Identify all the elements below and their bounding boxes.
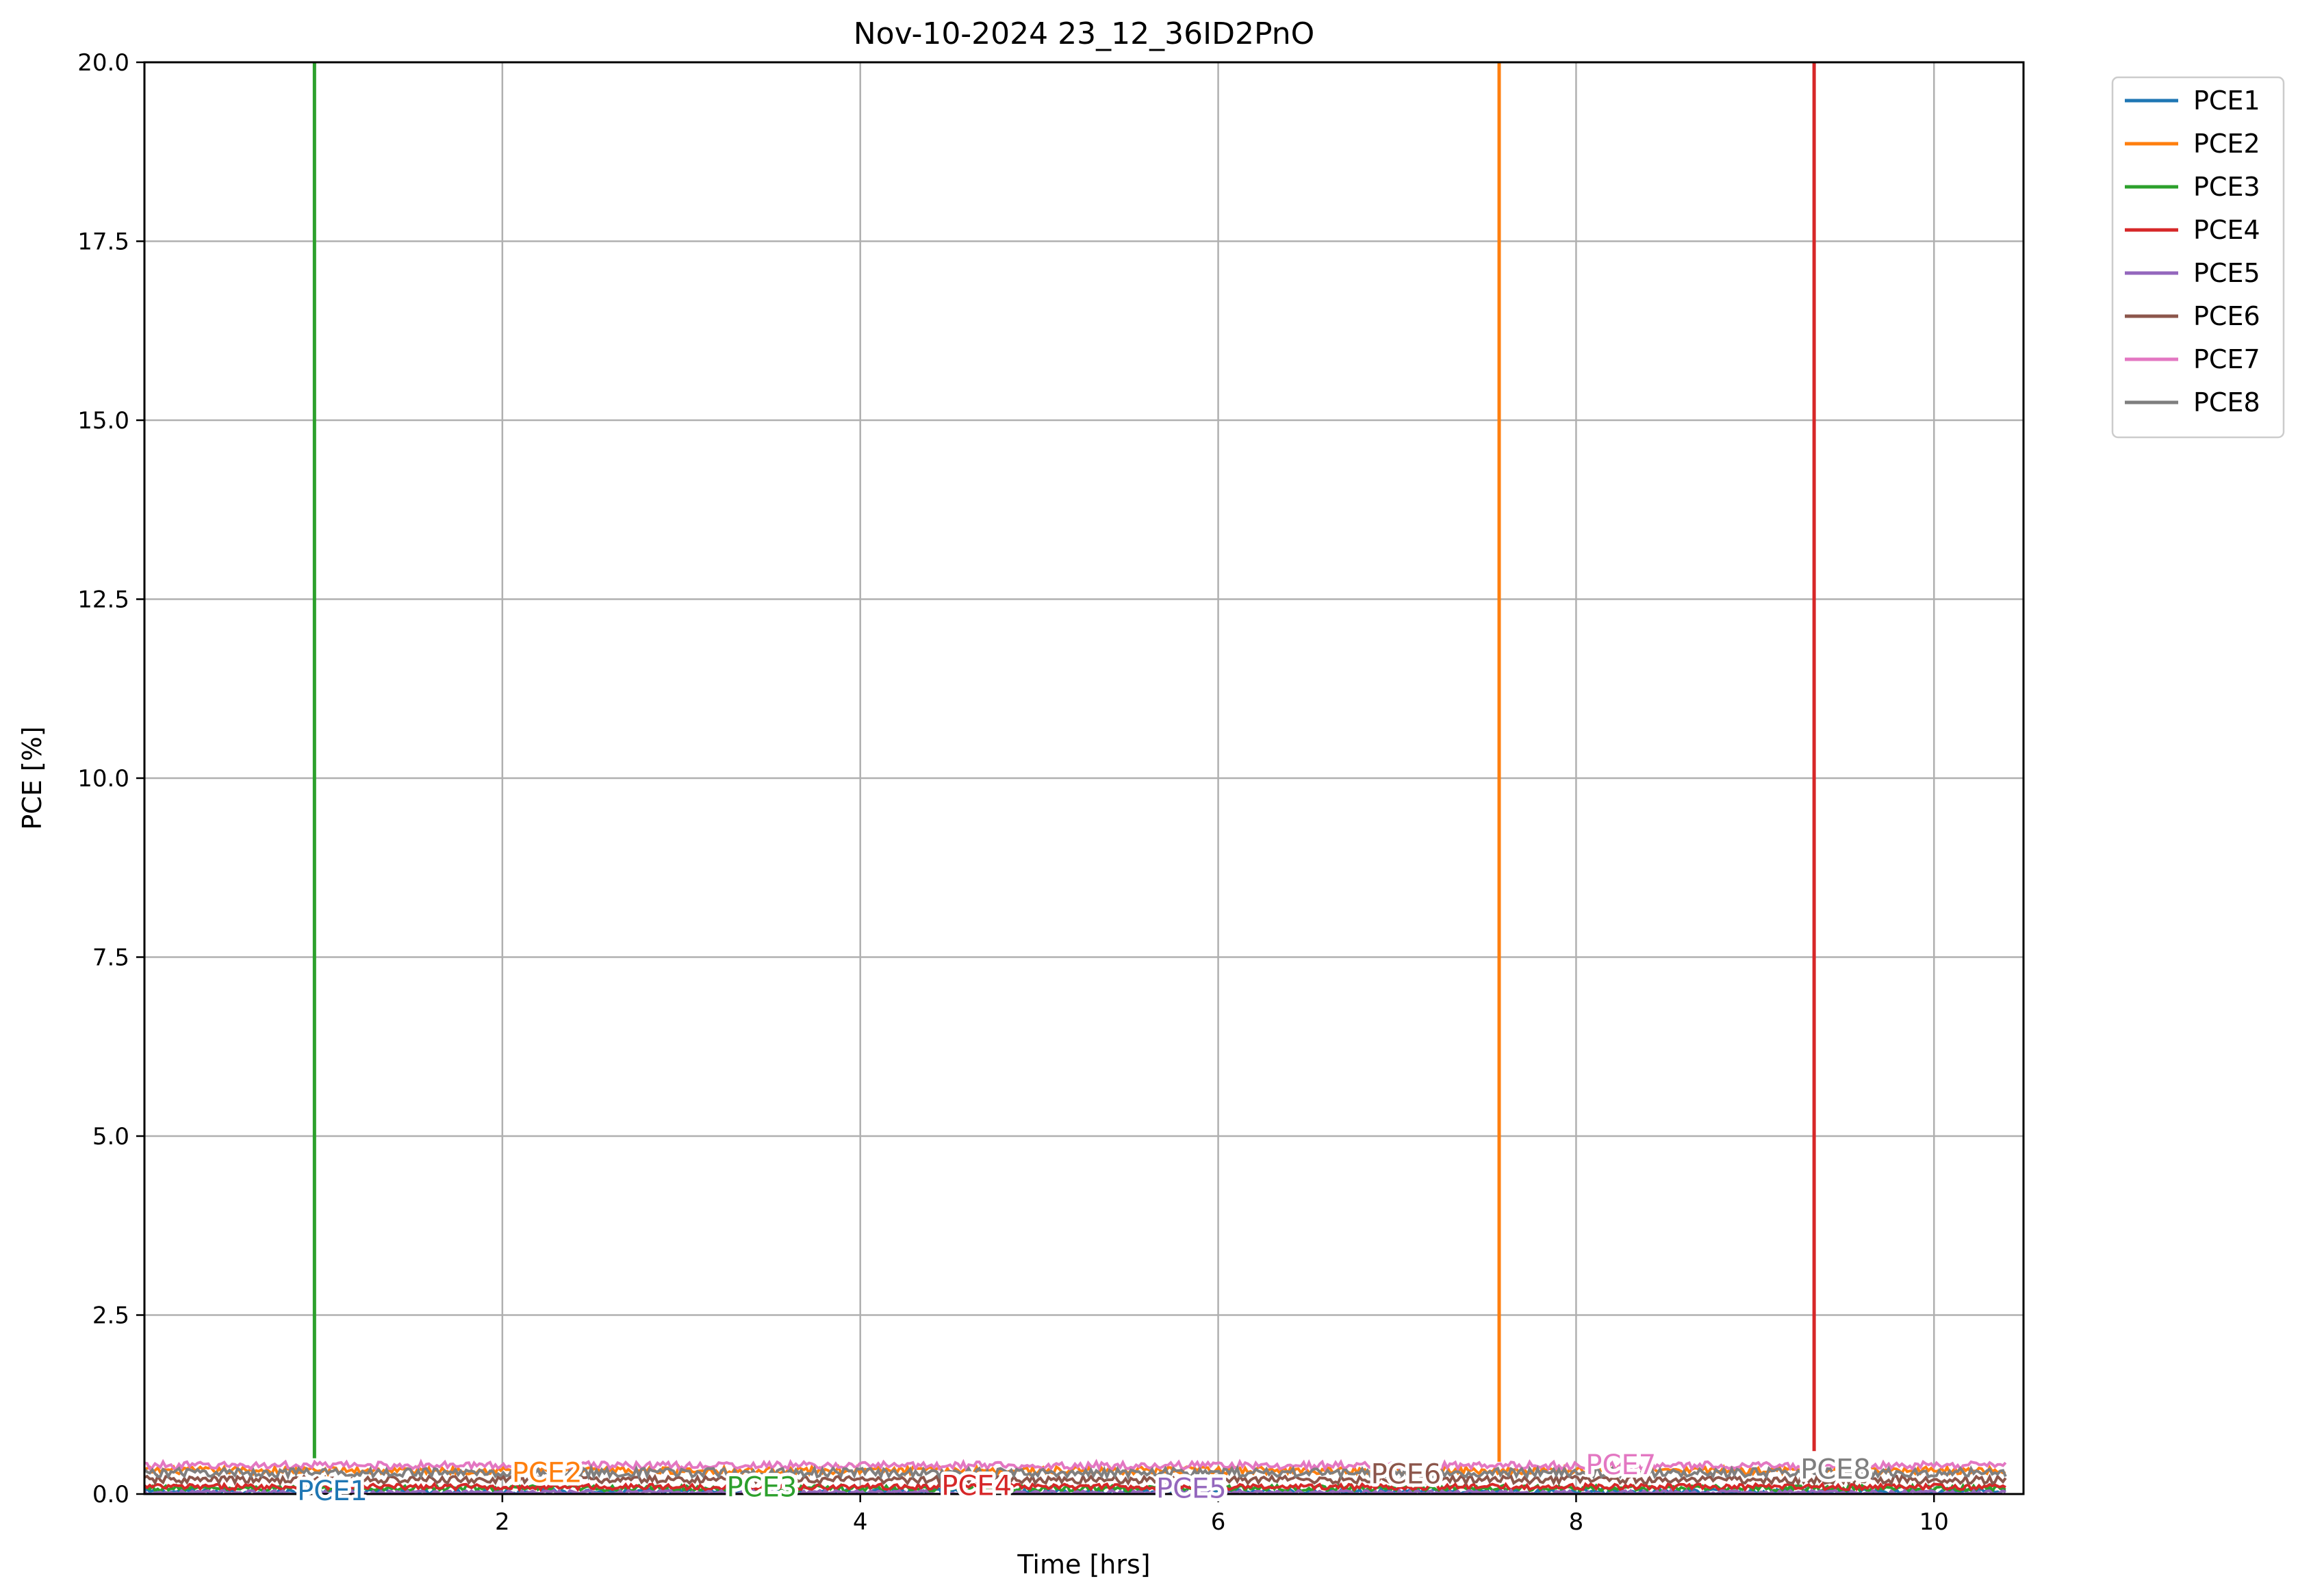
legend: PCE1 PCE2 PCE3 PCE4 PCE5 PCE6 PCE7 PCE8 [2111,76,2285,439]
y-tick-label: 7.5 [92,944,129,972]
y-tick-label: 2.5 [92,1302,129,1330]
y-tick-label: 5.0 [92,1123,129,1150]
legend-entry-pce5: PCE5 [2193,258,2260,288]
y-tick-label: 20.0 [77,49,129,77]
x-tick-label: 10 [1919,1508,1949,1536]
legend-box [2111,76,2285,439]
legend-entry-pce3: PCE3 [2193,172,2260,202]
legend-entry-pce1: PCE1 [2193,86,2260,116]
x-tick-label: 2 [495,1508,510,1536]
x-tick-label: 4 [853,1508,868,1536]
legend-entry-pce6: PCE6 [2193,301,2260,331]
series-line-pce7 [144,1458,2007,1472]
y-tick-label: 17.5 [77,229,129,256]
series-line-pce8 [144,1463,2007,1481]
series-label-pce3: PCE3 [727,1472,797,1504]
chart-title: Nov-10-2024 23_12_36ID2PnO [854,16,1315,51]
x-axis-label: Time [hrs] [1017,1549,1150,1580]
ticks: 2 4 6 8 10 0.0 2.5 5.0 7.5 10.0 12.5 15.0 17.5 20.0 [77,49,1949,1536]
y-tick-label: 12.5 [77,587,129,614]
series-label-pce2: PCE2 [512,1458,583,1489]
y-tick-label: 0.0 [92,1481,129,1508]
series-line-pce6 [144,1472,2007,1487]
series-label-pce1: PCE1 [297,1476,368,1507]
series-label-pce4: PCE4 [941,1470,1012,1502]
x-tick-label: 6 [1211,1508,1226,1536]
legend-entry-pce4: PCE4 [2193,215,2260,245]
y-tick-label: 10.0 [77,765,129,793]
series-line-pce4 [144,1481,2006,1493]
series-label-pce5: PCE5 [1156,1473,1227,1505]
series-label-pce7: PCE7 [1585,1450,1656,1481]
series-labels: PCE1 PCE2 PCE3 PCE4 PCE5 PCE6 PCE7 PCE8 [294,1446,1874,1510]
y-tick-label: 15.0 [77,407,129,435]
legend-entry-pce8: PCE8 [2193,387,2260,417]
x-tick-label: 8 [1569,1508,1584,1536]
series-label-pce8: PCE8 [1800,1454,1871,1485]
y-axis-label: PCE [%] [17,726,47,829]
legend-entry-pce7: PCE7 [2193,344,2260,374]
series-label-pce6: PCE6 [1371,1459,1442,1491]
legend-entry-pce2: PCE2 [2193,129,2260,159]
